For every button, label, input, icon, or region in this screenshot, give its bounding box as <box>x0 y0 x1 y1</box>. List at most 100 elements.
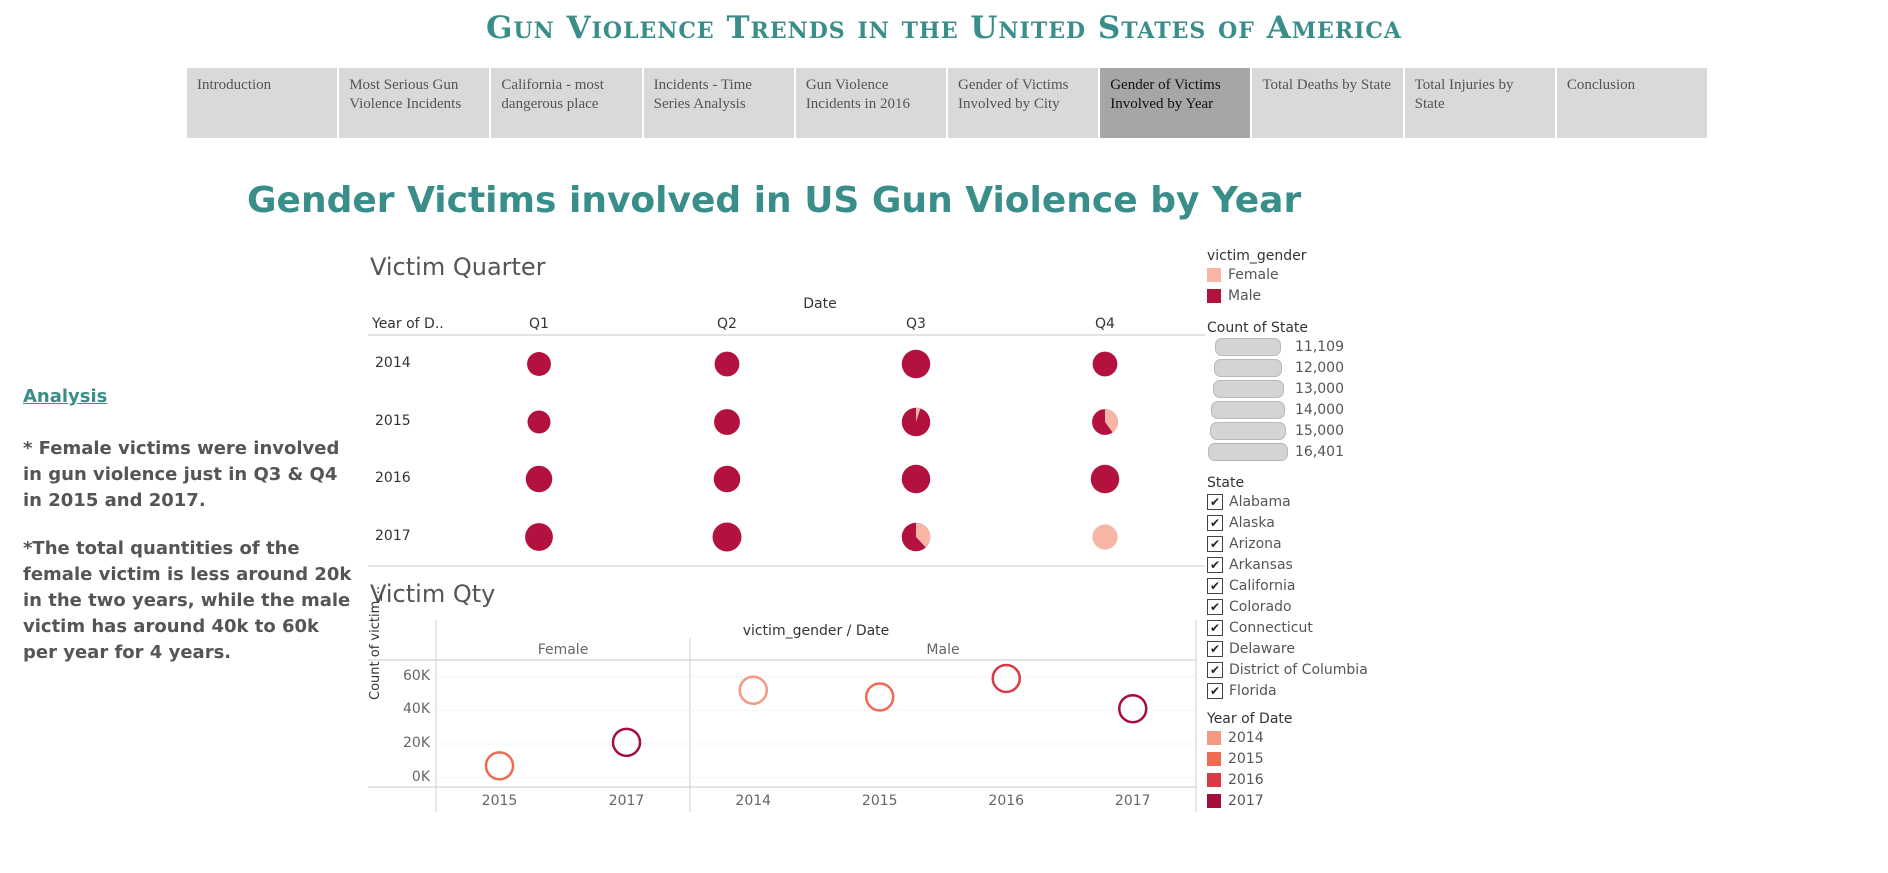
pie-2017-q4[interactable] <box>1092 524 1118 550</box>
nav-tab-introduction[interactable]: Introduction <box>187 68 338 138</box>
pie-slice-male[interactable] <box>713 465 741 493</box>
state-filter-item-florida[interactable]: ✔ Florida <box>1207 680 1368 701</box>
pie-2015-q2[interactable] <box>714 409 740 435</box>
checkbox-arizona[interactable]: ✔ <box>1207 535 1223 552</box>
nav-tab-gender-of-victims-involved-by-city[interactable]: Gender of Victims Involved by City <box>948 68 1099 138</box>
year-legend-item-2016[interactable]: 2016 <box>1207 769 1293 790</box>
state-filter-item-colorado[interactable]: ✔ Colorado <box>1207 596 1368 617</box>
checkbox-alabama[interactable]: ✔ <box>1207 493 1223 510</box>
size-legend-item[interactable]: 13,000 <box>1207 378 1344 399</box>
victim-quarter-column-header: Date <box>803 296 837 312</box>
pie-2015-q1[interactable] <box>527 410 551 434</box>
checkbox-colorado[interactable]: ✔ <box>1207 598 1223 615</box>
size-swatch-holder <box>1207 358 1289 377</box>
size-legend-item[interactable]: 15,000 <box>1207 420 1344 441</box>
x-tick-label-male-2015: 2015 <box>861 793 898 809</box>
pie-2016-q4[interactable] <box>1090 464 1120 494</box>
size-legend-item[interactable]: 14,000 <box>1207 399 1344 420</box>
size-swatch <box>1208 442 1288 461</box>
pie-2014-q2[interactable] <box>714 351 740 377</box>
state-filter-item-connecticut[interactable]: ✔ Connecticut <box>1207 617 1368 638</box>
state-filter-item-arizona[interactable]: ✔ Arizona <box>1207 533 1368 554</box>
checkbox-connecticut[interactable]: ✔ <box>1207 619 1223 636</box>
pie-slice-male[interactable] <box>714 409 740 435</box>
nav-tab-most-serious-gun-violence-incidents[interactable]: Most Serious Gun Violence Incidents <box>339 68 490 138</box>
checkbox-arkansas[interactable]: ✔ <box>1207 556 1223 573</box>
dashboard-title: Gun Violence Trends in the United States… <box>486 10 1402 46</box>
pie-slice-female[interactable] <box>916 522 931 548</box>
pie-slice-male[interactable] <box>712 522 742 552</box>
size-label: 15,000 <box>1295 422 1344 439</box>
pie-2014-q3[interactable] <box>901 349 931 379</box>
size-legend-title: Count of State <box>1207 320 1309 336</box>
year-legend[interactable]: Year of Date 2014 2015 2016 2017 <box>1207 711 1293 811</box>
pie-2015-q4[interactable] <box>1092 409 1118 435</box>
state-filter-item-arkansas[interactable]: ✔ Arkansas <box>1207 554 1368 575</box>
state-filter-item-alaska[interactable]: ✔ Alaska <box>1207 512 1368 533</box>
state-filter-item-alabama[interactable]: ✔ Alabama <box>1207 491 1368 512</box>
state-filter-item-delaware[interactable]: ✔ Delaware <box>1207 638 1368 659</box>
gender-legend[interactable]: victim_gender Female Male <box>1207 248 1307 306</box>
qty-point-male-2014[interactable] <box>738 675 768 705</box>
state-filter[interactable]: State ✔ Alabama ✔ Alaska ✔ Arizona ✔ Arkansas ✔ C… <box>1207 475 1368 701</box>
year-legend-item-2017[interactable]: 2017 <box>1207 790 1293 811</box>
qty-point-female-2015[interactable] <box>484 751 515 781</box>
gender-legend-item-female[interactable]: Female <box>1207 264 1307 285</box>
year-legend-item-2015[interactable]: 2015 <box>1207 748 1293 769</box>
qty-point-male-2015[interactable] <box>865 682 895 712</box>
pie-2016-q2[interactable] <box>713 465 741 493</box>
pie-2015-q3[interactable] <box>901 407 931 437</box>
state-filter-item-district-of-columbia[interactable]: ✔ District of Columbia <box>1207 659 1368 680</box>
pie-2016-q3[interactable] <box>901 464 931 494</box>
year-legend-item-2014[interactable]: 2014 <box>1207 727 1293 748</box>
nav-tab-gun-violence-incidents-in-2016[interactable]: Gun Violence Incidents in 2016 <box>795 68 947 138</box>
pie-slice-female[interactable] <box>1092 524 1118 550</box>
pie-2017-q2[interactable] <box>712 522 742 552</box>
checkbox-alaska[interactable]: ✔ <box>1207 514 1223 531</box>
nav-tab-gender-of-victims-involved-by-year[interactable]: Gender of Victims Involved by Year <box>1100 68 1251 138</box>
qty-point-male-2016[interactable] <box>991 663 1021 694</box>
pie-slice-male[interactable] <box>527 410 551 434</box>
checkbox-california[interactable]: ✔ <box>1207 577 1223 594</box>
gender-legend-item-male[interactable]: Male <box>1207 285 1307 306</box>
pie-slice-male[interactable] <box>525 465 553 493</box>
nav-tab-total-deaths-by-state[interactable]: Total Deaths by State <box>1252 68 1403 138</box>
pie-2017-q3[interactable] <box>901 522 931 552</box>
victim-qty-title: Victim Qty <box>370 580 496 608</box>
state-label: California <box>1229 577 1296 594</box>
pie-slice-female[interactable] <box>916 407 921 422</box>
state-filter-item-california[interactable]: ✔ California <box>1207 575 1368 596</box>
size-legend-item[interactable]: 16,401 <box>1207 441 1344 462</box>
state-label: Delaware <box>1229 640 1295 657</box>
nav-tab-total-injuries-by-state[interactable]: Total Injuries by State <box>1404 68 1555 138</box>
pie-2017-q1[interactable] <box>525 523 553 551</box>
size-legend[interactable]: Count of State 11,109 12,000 13,000 14,000 1… <box>1207 320 1344 462</box>
size-label: 14,000 <box>1295 401 1344 418</box>
checkbox-district-of-columbia[interactable]: ✔ <box>1207 661 1223 678</box>
pie-slice-male[interactable] <box>1090 464 1120 494</box>
pie-slice-male[interactable] <box>527 352 551 376</box>
size-legend-item[interactable]: 12,000 <box>1207 357 1344 378</box>
x-tick-label-female-2017: 2017 <box>608 793 645 809</box>
size-legend-item[interactable]: 11,109 <box>1207 336 1344 357</box>
nav-tab-california-most-dangerous-place[interactable]: California - most dangerous place <box>491 68 642 138</box>
quarter-label-q1: Q1 <box>529 316 549 332</box>
checkbox-florida[interactable]: ✔ <box>1207 682 1223 699</box>
pie-slice-male[interactable] <box>714 351 740 377</box>
pie-2014-q1[interactable] <box>527 352 551 376</box>
checkbox-delaware[interactable]: ✔ <box>1207 640 1223 657</box>
nav-tab-incidents-time-series-analysis[interactable]: Incidents - Time Series Analysis <box>643 68 794 138</box>
qty-point-male-2017[interactable] <box>1118 693 1148 724</box>
pie-slice-female[interactable] <box>1105 409 1118 433</box>
pie-2016-q1[interactable] <box>525 465 553 493</box>
analysis-paragraph-1: * Female victims were involved in gun vi… <box>23 438 340 511</box>
size-swatch-holder <box>1207 400 1289 419</box>
pie-slice-male[interactable] <box>901 349 931 379</box>
pie-slice-male[interactable] <box>525 523 553 551</box>
qty-point-female-2017[interactable] <box>611 727 642 758</box>
nav-tab-conclusion[interactable]: Conclusion <box>1556 68 1708 138</box>
pie-slice-male[interactable] <box>901 464 931 494</box>
pie-2014-q4[interactable] <box>1092 351 1118 377</box>
y-tick-label: 60K <box>403 667 430 684</box>
pie-slice-male[interactable] <box>1092 351 1118 377</box>
